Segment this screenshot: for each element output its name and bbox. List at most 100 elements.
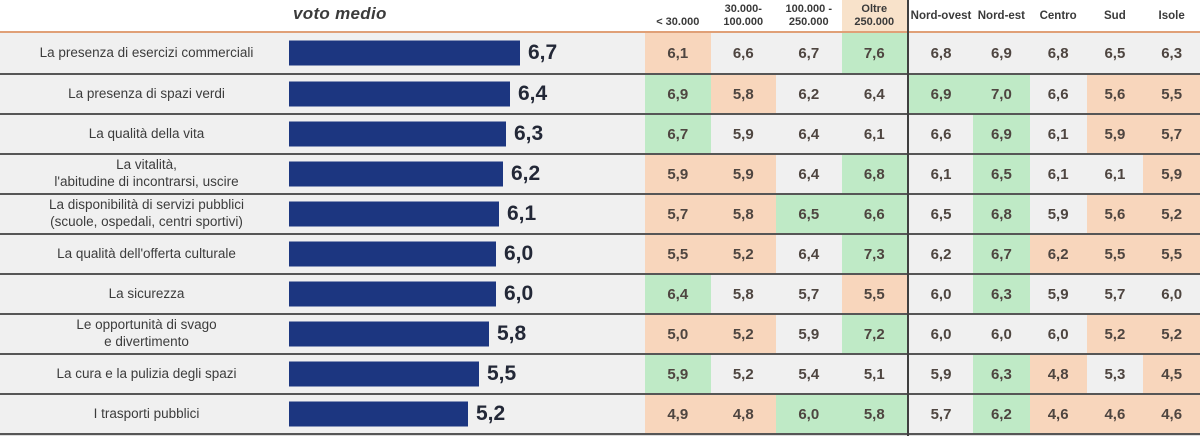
table-row: I trasporti pubblici 5,2 4,9 4,8 6,0 5,8 5,7 6,… [0,393,1200,433]
value-cell: 5,7 [930,405,952,423]
value-cell: 4,8 [710,395,776,433]
value-cell: 5,6 [1086,75,1144,113]
size-class-headers: < 30.000 30.000- 100.000 100.000 -250.000 Ol… [645,0,907,31]
value-cell: 6,5 [930,205,952,223]
row-label: La vitalità, l'abitudine di incontrarsi, … [8,155,285,193]
region-headers: Nord-ovest Nord-est Centro Sud Isole [909,0,1200,31]
region-header: Centro [1039,9,1077,22]
bar [289,161,503,187]
region-cells: 6,0 6,0 6,0 5,2 5,2 [909,315,1200,353]
bar [289,241,496,267]
value-cell: 6,3 [973,275,1030,313]
region-header: Sud [1104,9,1126,22]
value-cell: 6,1 [1047,125,1069,143]
value-cell: 6,9 [990,44,1012,62]
value-cell: 6,1 [1104,165,1126,183]
size-cells: 6,9 5,8 6,2 6,4 [645,75,907,113]
table-row: La disponibilità di servizi pubblici (scu… [0,193,1200,233]
size-cells: 5,9 5,9 6,4 6,8 [645,155,907,193]
value-cell: 5,6 [1086,195,1144,233]
size-header: 100.000 -250.000 [776,0,842,31]
rows-container: La presenza di esercizi commerciali 6,7 6,… [0,33,1200,433]
size-cells: 5,7 5,8 6,5 6,6 [645,195,907,233]
value-cell: 5,2 [732,365,754,383]
value-cell: 6,9 [973,115,1030,153]
size-cells: 5,9 5,2 5,4 5,1 [645,355,907,393]
size-header-line: 250.000 [854,15,895,28]
value-cell: 5,5 [1086,235,1144,273]
value-cell: 5,9 [1047,285,1069,303]
value-cell: 5,4 [798,365,820,383]
bar-value: 6,2 [511,162,541,185]
region-cells: 6,5 6,8 5,9 5,6 5,2 [909,195,1200,233]
bar-value: 6,7 [528,41,558,64]
value-cell: 6,0 [1047,325,1069,343]
value-cell: 6,8 [973,195,1030,233]
bottom-strip [0,433,1200,436]
value-cell: 6,4 [863,85,885,103]
bar [289,81,510,107]
table-row: La presenza di spazi verdi 6,4 6,9 5,8 6,2 6,… [0,73,1200,113]
size-cells: 5,5 5,2 6,4 7,3 [645,235,907,273]
size-cells: 4,9 4,8 6,0 5,8 [645,395,907,433]
value-cell: 6,5 [1104,44,1126,62]
size-header-line: Oltre [861,2,888,15]
value-cell: 4,6 [1086,395,1144,433]
value-cell: 5,7 [645,195,711,233]
value-cell: 5,0 [645,315,711,353]
bar [289,401,468,427]
table-row: La sicurezza 6,0 6,4 5,8 5,7 5,5 6,0 6,3 5,9 5,7 6… [0,273,1200,313]
row-label-line: La presenza di spazi verdi [68,85,225,101]
bar [289,361,479,387]
value-cell: 6,1 [930,165,952,183]
value-cell: 5,9 [732,125,754,143]
value-cell: 6,8 [1047,44,1069,62]
value-cell: 5,9 [710,155,776,193]
value-cell: 6,9 [645,75,711,113]
row-label: La cura e la pulizia degli spazi [8,355,285,393]
row-label-line: La sicurezza [108,285,185,301]
row-label: I trasporti pubblici [8,395,285,433]
value-cell: 5,8 [841,395,907,433]
value-cell: 6,0 [930,325,952,343]
value-cell: 5,2 [710,235,776,273]
bar-value: 5,8 [497,322,527,345]
row-label-line: La cura e la pulizia degli spazi [56,365,237,381]
region-cells: 6,0 6,3 5,9 5,7 6,0 [909,275,1200,313]
row-label-line: Le opportunità di svago [76,317,217,333]
size-header: Oltre 250.000 [841,0,907,31]
bar-value: 5,5 [487,362,517,385]
region-cells: 6,9 7,0 6,6 5,6 5,5 [909,75,1200,113]
table-row: Le opportunità di svago e divertimento 5,8… [0,313,1200,353]
value-cell: 5,2 [710,315,776,353]
row-label-line: (scuole, ospedali, centri sportivi) [50,214,243,229]
value-cell: 6,8 [841,155,907,193]
value-cell: 6,7 [798,44,820,62]
region-header: Nord-est [977,9,1026,22]
value-cell: 5,5 [1143,235,1200,273]
value-cell: 6,5 [973,155,1030,193]
row-label: La qualità della vita [8,115,285,153]
value-cell: 4,6 [1143,395,1200,433]
size-header-line: 250.000 [788,15,829,28]
table-row: La vitalità, l'abitudine di incontrarsi, … [0,153,1200,193]
bar-value: 6,0 [504,282,534,305]
value-cell: 5,7 [1104,285,1126,303]
value-cell: 6,0 [990,325,1012,343]
size-cells: 6,1 6,6 6,7 7,6 [645,33,907,73]
value-cell: 6,6 [930,125,952,143]
bar-value: 6,3 [514,122,544,145]
value-cell: 6,2 [798,85,820,103]
value-cell: 5,9 [645,355,711,393]
size-header-line: < 30.000 [656,15,700,28]
row-label-line: La qualità della vita [88,125,205,141]
value-cell: 6,1 [1047,165,1069,183]
bar-value: 6,0 [504,242,534,265]
value-cell: 6,7 [645,115,711,153]
bar-value: 5,2 [476,402,506,425]
size-cells: 6,7 5,9 6,4 6,1 [645,115,907,153]
value-cell: 6,0 [930,285,952,303]
bar [289,321,489,347]
table-row: La qualità dell'offerta culturale 6,0 5,5 5… [0,233,1200,273]
